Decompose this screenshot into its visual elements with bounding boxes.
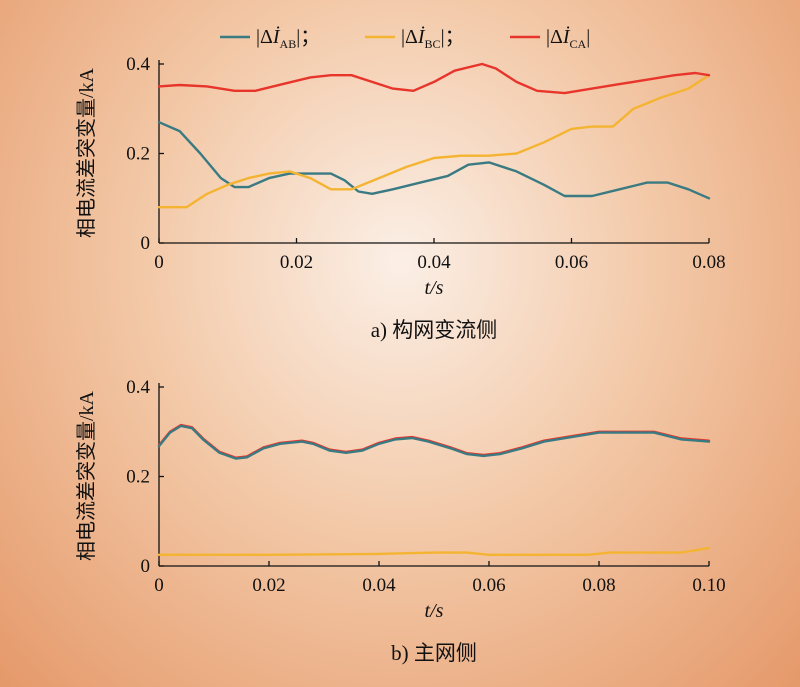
x-tick-label: 0.08 (692, 252, 725, 273)
y-axis-label-b: 相电流差突变量/kA (75, 390, 98, 561)
x-tick-label: 0.02 (252, 575, 285, 596)
x-tick-label: 0.02 (280, 252, 313, 273)
x-tick-label: 0.10 (692, 575, 725, 596)
x-axis-label-b: t/s (425, 600, 444, 622)
legend-label-ab: |ΔİAB|； (256, 25, 320, 51)
y-tick-label: 0 (141, 233, 151, 254)
legend-entry-bc: |ΔİBC|； (365, 25, 465, 51)
caption-b: b) 主网侧 (391, 641, 477, 665)
legend-entry-ca: |ΔİCA| (510, 25, 590, 51)
y-tick-label: 0.2 (126, 144, 150, 165)
x-tick-label: 0 (154, 575, 164, 596)
series-line-bc-a (157, 74, 711, 209)
chart-panel-b: 相电流差突变量/kA t/s b) 主网侧 0 0.02 0.04 0.06 0.08 0… (75, 377, 726, 665)
legend: |ΔİAB|； |ΔİBC|； |ΔİCA| (220, 25, 590, 51)
x-tick-label: 0 (154, 252, 164, 273)
series-line-ca-b (157, 423, 711, 459)
x-tick-label: 0.06 (472, 575, 505, 596)
series-line-ca-a (157, 62, 711, 95)
y-tick-label: 0.4 (126, 54, 150, 75)
caption-a: a) 构网变流侧 (371, 318, 498, 342)
x-tick-label: 0.04 (417, 252, 451, 273)
x-tick-label: 0.06 (555, 252, 588, 273)
legend-label-bc: |ΔİBC|； (401, 25, 465, 51)
series-line-ab-a (157, 121, 711, 200)
series-line-ab-b (157, 424, 711, 460)
legend-label-ca: |ΔİCA| (546, 25, 590, 51)
x-axis-label-a: t/s (425, 277, 444, 299)
series-line-bc-b (157, 546, 711, 556)
y-tick-label: 0.4 (126, 377, 150, 398)
y-tick-label: 0.2 (126, 467, 150, 488)
x-tick-label: 0.08 (582, 575, 615, 596)
y-axis-label-a: 相电流差突变量/kA (75, 67, 98, 238)
legend-entry-ab: |ΔİAB|； (220, 25, 320, 51)
x-tick-label: 0.04 (362, 575, 396, 596)
chart-panel-a: 相电流差突变量/kA t/s a) 构网变流侧 0 0.02 0.04 0.06 0.0… (75, 54, 726, 342)
y-tick-label: 0 (141, 556, 151, 577)
